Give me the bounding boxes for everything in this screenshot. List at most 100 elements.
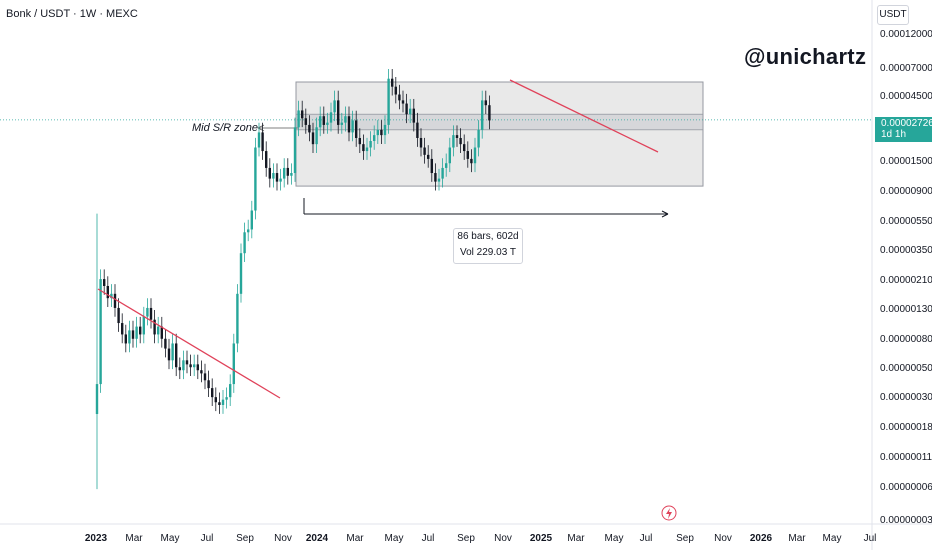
candle-body — [304, 118, 307, 125]
candle-body — [329, 112, 333, 123]
candle-body — [488, 105, 491, 121]
candle-body — [362, 144, 365, 152]
x-tick-label: 2026 — [750, 533, 773, 544]
candle-body — [103, 279, 106, 286]
y-tick-label: 0.00000210 — [880, 275, 932, 286]
candle-body — [182, 360, 185, 371]
candle-body — [135, 326, 138, 339]
candle-body — [95, 384, 99, 415]
x-tick-label: May — [823, 533, 842, 544]
candle-body — [484, 100, 487, 106]
candle-body — [272, 173, 275, 179]
candle-body — [416, 122, 419, 138]
candle-body — [117, 307, 120, 324]
candle-body — [463, 144, 466, 152]
x-tick-label: Mar — [567, 533, 585, 544]
candle-body — [301, 110, 304, 119]
x-tick-label: 2024 — [306, 533, 329, 544]
candle-body — [200, 370, 203, 374]
candle-body — [189, 364, 192, 368]
candle-body — [326, 122, 329, 125]
y-tick-label: 0.00012000 — [880, 29, 932, 40]
candle-body — [308, 124, 311, 133]
candle-body — [434, 173, 437, 182]
candle-body — [142, 316, 145, 335]
mid-zone-label: Mid S/R zone — [192, 122, 259, 134]
mid-sr-zone — [295, 113, 704, 131]
y-tick-label: 0.00000350 — [880, 245, 932, 256]
candle-body — [383, 124, 387, 136]
candle-body — [448, 147, 451, 164]
candle-body — [394, 86, 397, 95]
y-tick-label: 0.00000050 — [880, 363, 932, 374]
candle-body — [337, 100, 340, 125]
candle-body — [376, 129, 379, 136]
candle-body — [455, 135, 459, 138]
candle-body — [121, 323, 124, 335]
candle-body — [167, 348, 171, 361]
x-tick-label: Mar — [125, 533, 143, 544]
candle-body — [477, 129, 480, 148]
candle-body — [387, 78, 390, 125]
x-tick-label: May — [161, 533, 180, 544]
candle-body — [358, 137, 361, 145]
x-tick-label: Nov — [274, 533, 292, 544]
candle-body — [365, 147, 369, 152]
y-tick-label: 0.00000006 — [880, 482, 932, 493]
x-tick-label: Sep — [676, 533, 694, 544]
candle-body — [373, 135, 376, 141]
candle-body — [293, 127, 297, 174]
candle-body — [279, 178, 282, 182]
candle-body — [243, 232, 246, 254]
x-tick-label: Jul — [864, 533, 877, 544]
candle-body — [344, 116, 347, 123]
candle-body — [452, 135, 455, 148]
x-tick-label: Mar — [346, 533, 364, 544]
y-tick-label: 0.00000900 — [880, 186, 932, 197]
candle-body — [139, 326, 142, 335]
watermark: @unichartz — [744, 44, 867, 69]
axis-unit-button[interactable]: USDT — [877, 5, 909, 25]
x-tick-label: Sep — [236, 533, 254, 544]
candle-body — [268, 167, 271, 179]
range-vol-text: Vol 229.03 T — [460, 247, 516, 258]
x-tick-label: Mar — [788, 533, 806, 544]
candle-body — [250, 210, 253, 230]
lightning-bolt — [666, 508, 672, 519]
current-price-tag: 0.00002726 1d 1h — [875, 117, 932, 142]
candle-body — [261, 132, 264, 152]
candle-body — [124, 334, 127, 344]
y-tick-label: 0.00000550 — [880, 216, 932, 227]
candle-body — [333, 100, 336, 113]
candle-body — [153, 319, 156, 335]
candle-body — [401, 100, 405, 104]
lightning-icon — [661, 505, 677, 521]
y-tick-label: 0.00000003 — [880, 515, 932, 526]
candle-body — [470, 158, 473, 164]
candle-body — [164, 338, 167, 349]
candle-body — [459, 137, 462, 145]
y-tick-label: 0.00000018 — [880, 422, 932, 433]
x-tick-label: May — [605, 533, 624, 544]
candle-body — [445, 163, 448, 168]
candle-body — [214, 397, 217, 403]
candle-body — [319, 116, 322, 128]
candle-body — [225, 397, 228, 400]
candle-body — [229, 384, 232, 398]
candle-body — [203, 373, 207, 381]
candle-body — [196, 364, 199, 371]
candle-body — [441, 167, 444, 179]
candle-body — [347, 116, 351, 133]
candle-body — [160, 326, 163, 339]
candle-body — [257, 132, 261, 148]
candle-body — [247, 229, 250, 233]
y-tick-label: 0.00004500 — [880, 91, 932, 102]
candle-body — [398, 94, 401, 101]
candle-body — [157, 326, 160, 335]
y-tick-label: 0.00000030 — [880, 392, 932, 403]
candle-body — [423, 147, 426, 155]
candle-body — [113, 293, 117, 308]
x-tick-label: Sep — [457, 533, 475, 544]
